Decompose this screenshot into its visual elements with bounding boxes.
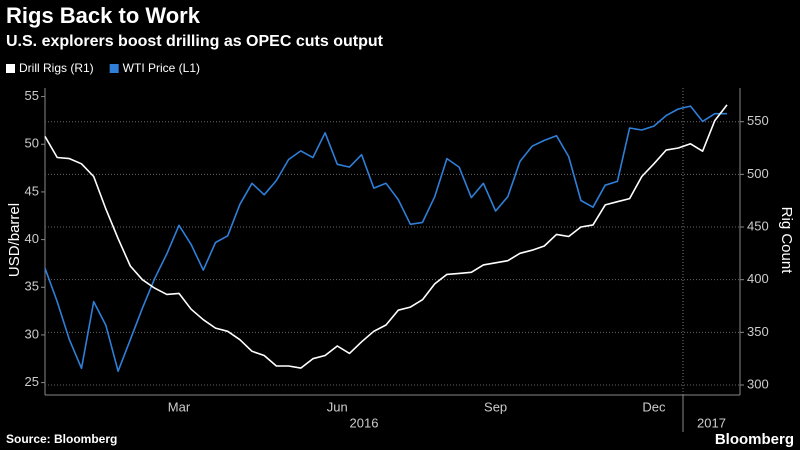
y-tick-label: 55 (25, 88, 39, 103)
year-label: 2016 (350, 415, 379, 430)
y2-tick-label: 350 (747, 324, 769, 339)
legend-label: WTI Price (L1) (123, 61, 200, 75)
y2-axis-label: Rig Count (778, 207, 795, 275)
y2-tick-label: 300 (747, 376, 769, 391)
brand: Bloomberg (715, 431, 794, 448)
x-tick-label: Sep (484, 399, 507, 414)
x-tick-label: Dec (642, 399, 666, 414)
y-tick-label: 45 (25, 183, 39, 198)
year-label: 2017 (697, 415, 726, 430)
legend-label: Drill Rigs (R1) (19, 61, 94, 75)
y2-tick-label: 450 (747, 218, 769, 233)
y-tick-label: 35 (25, 279, 39, 294)
y-tick-label: 40 (25, 231, 39, 246)
y2-tick-label: 500 (747, 166, 769, 181)
x-tick-label: Mar (168, 399, 191, 414)
chart-title: Rigs Back to Work (6, 3, 201, 28)
legend-swatch (6, 64, 15, 73)
y-tick-label: 30 (25, 326, 39, 341)
legend-swatch (109, 64, 119, 73)
line-series (44, 105, 727, 372)
chart-subtitle: U.S. explorers boost drilling as OPEC cu… (6, 33, 384, 50)
y2-tick-label: 400 (747, 271, 769, 286)
line-series (44, 104, 728, 369)
y-tick-label: 50 (25, 136, 39, 151)
y-tick-label: 25 (25, 374, 39, 389)
source: Source: Bloomberg (6, 432, 117, 446)
x-tick-label: Jun (327, 399, 348, 414)
y2-tick-label: 550 (747, 113, 769, 128)
y-axis-label: USD/barrel (6, 203, 23, 277)
